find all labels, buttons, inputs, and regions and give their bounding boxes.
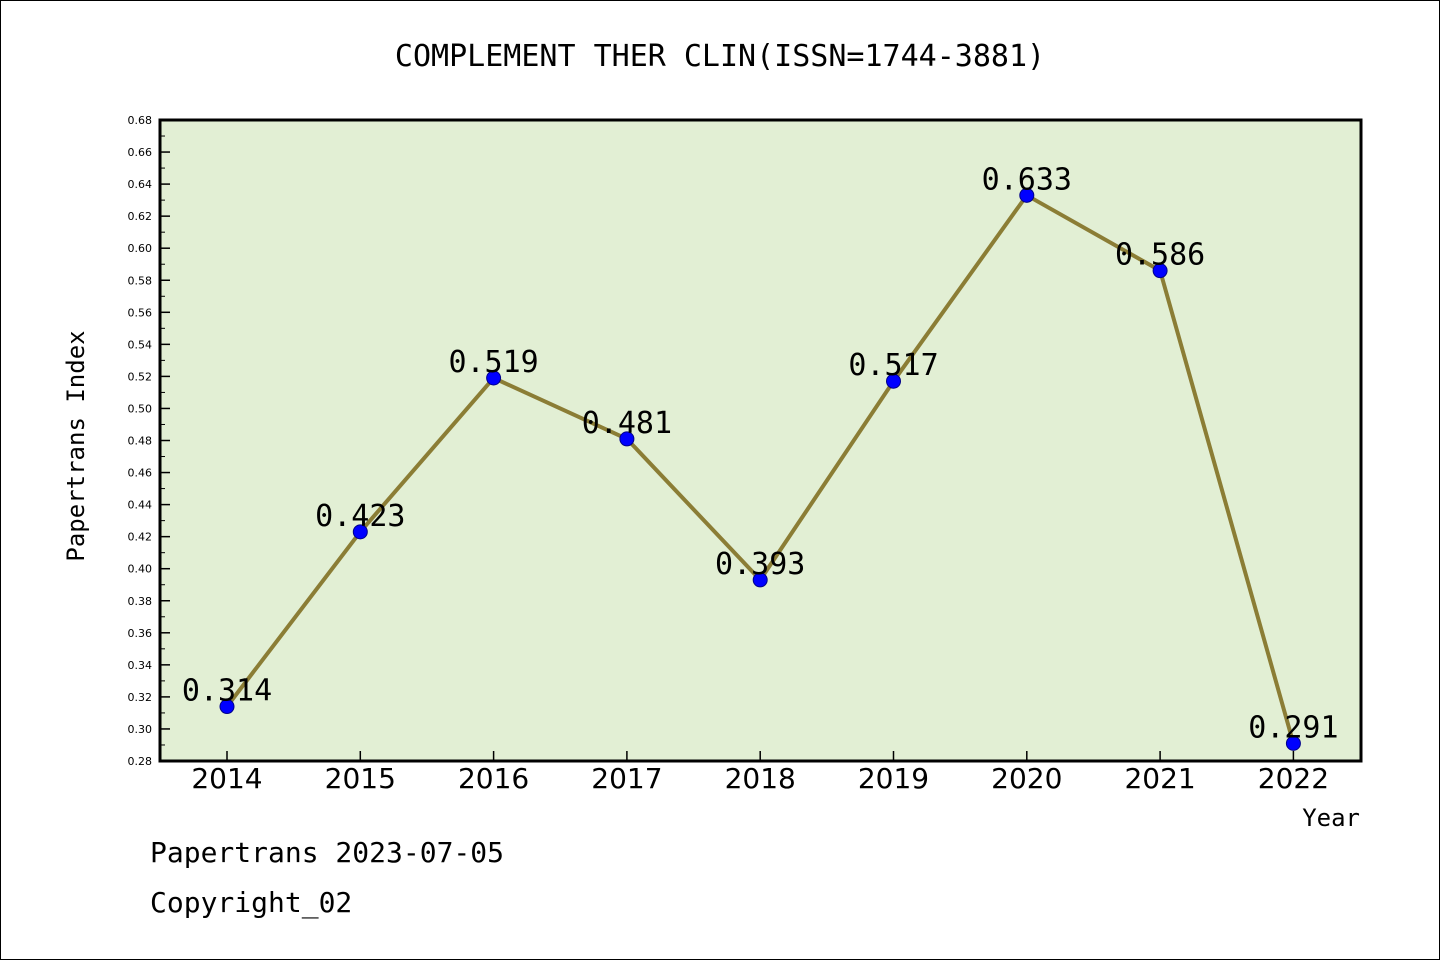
x-tick-label: 2015	[325, 762, 396, 795]
y-tick-label: 0.62	[128, 210, 153, 223]
y-tick-label: 0.42	[128, 531, 153, 544]
data-point	[1285, 735, 1301, 751]
x-tick-label: 2014	[191, 762, 262, 795]
data-label: 0.519	[448, 345, 538, 380]
data-point	[886, 373, 901, 389]
y-tick-label: 0.54	[128, 338, 153, 351]
y-tick-label: 0.46	[128, 467, 153, 480]
data-label: 0.633	[982, 162, 1072, 197]
y-tick-label: 0.58	[128, 274, 153, 287]
y-tick-label: 0.64	[128, 178, 153, 191]
y-tick-label: 0.60	[128, 242, 153, 255]
plot-area	[160, 120, 1361, 761]
y-tick-label: 0.34	[128, 659, 153, 672]
data-point	[1152, 263, 1168, 279]
data-label: 0.393	[715, 547, 805, 582]
x-axis-label: Year	[1302, 804, 1360, 832]
data-label: 0.517	[848, 348, 938, 383]
footer-date: Papertrans 2023-07-05	[150, 836, 505, 869]
y-tick-label: 0.38	[128, 595, 153, 608]
y-tick-label: 0.48	[128, 435, 153, 448]
x-tick-label: 2022	[1258, 762, 1329, 795]
x-tick-label: 2020	[991, 762, 1062, 795]
y-tick-label: 0.28	[128, 755, 153, 768]
x-tick-label: 2021	[1124, 762, 1195, 795]
y-tick-label: 0.36	[128, 627, 153, 640]
data-point	[486, 370, 502, 386]
y-tick-label: 0.30	[128, 723, 153, 736]
y-tick-label: 0.44	[128, 499, 153, 512]
x-tick-label: 2018	[725, 762, 796, 795]
data-point	[752, 572, 768, 588]
data-label: 0.423	[315, 499, 405, 534]
y-tick-label: 0.56	[128, 306, 153, 319]
y-tick-label: 0.32	[128, 691, 153, 704]
y-tick-label: 0.50	[128, 402, 153, 415]
x-tick-label: 2016	[458, 762, 529, 795]
data-point	[1019, 187, 1035, 203]
x-tick-label: 2017	[591, 762, 662, 795]
x-tick-label: 2019	[858, 762, 929, 795]
y-axis-label: Papertrans Index	[62, 330, 90, 561]
series-markers	[219, 187, 1301, 751]
footer-copyright: Copyright_02	[150, 886, 353, 919]
data-labels: 0.314 0.423 0.519 0.481 0.393 0.517 0.633 0.586…	[182, 162, 1339, 745]
x-axis: 2014 2015 2016 2017 2018 2019 2020 2021 2022	[191, 751, 1329, 795]
data-label: 0.291	[1248, 710, 1338, 745]
chart-title: COMPLEMENT THER CLIN(ISSN=1744-3881)	[395, 39, 1045, 74]
plot-border	[158, 118, 1363, 763]
y-axis: 0.28 0.30 0.32 0.34 0.36 0.38 0.40 0.42 0.44 0.46…	[128, 114, 170, 768]
data-point	[219, 699, 235, 715]
data-label: 0.314	[182, 674, 272, 709]
y-tick-label: 0.68	[128, 114, 153, 127]
y-tick-label: 0.66	[128, 146, 153, 159]
data-label: 0.586	[1115, 238, 1205, 273]
data-label: 0.481	[582, 406, 672, 441]
y-tick-label: 0.40	[128, 563, 153, 576]
data-point	[352, 524, 368, 540]
data-point	[619, 431, 635, 447]
y-tick-label: 0.52	[128, 370, 153, 383]
